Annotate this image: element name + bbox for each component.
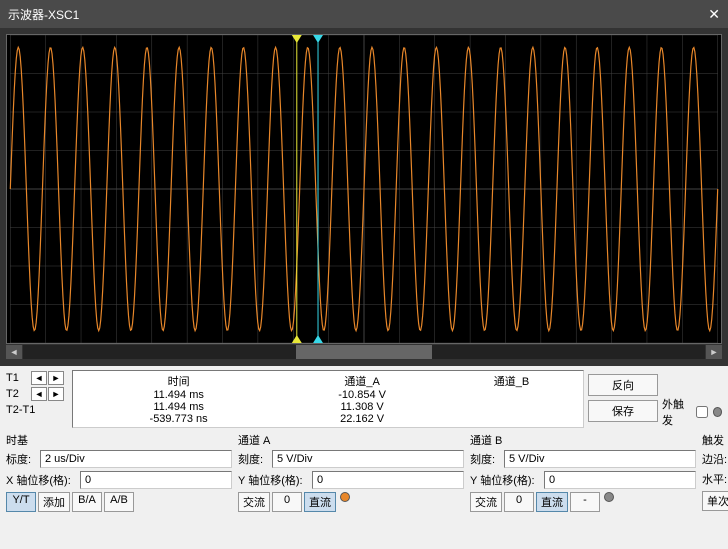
chb-led-icon bbox=[604, 492, 614, 502]
cha-scale-input[interactable] bbox=[272, 450, 464, 468]
titlebar: 示波器-XSC1 ✕ bbox=[0, 0, 728, 28]
timebase-title: 时基 bbox=[6, 432, 232, 448]
scroll-right-icon[interactable]: ► bbox=[706, 345, 722, 359]
channel-b-section: 通道 B 刻度: Y 轴位移(格): 交流 0 直流 - bbox=[470, 432, 696, 512]
t2-right-button[interactable]: ► bbox=[48, 387, 64, 401]
trigger-title: 触发 bbox=[702, 432, 728, 448]
xpos-label: X 轴位移(格): bbox=[6, 472, 78, 488]
cursor-readout: 时间通道_A通道_B 11.494 ms-10.854 V 11.494 ms1… bbox=[72, 370, 584, 428]
header-time: 时间 bbox=[79, 373, 278, 389]
readout-cell: -10.854 V bbox=[278, 389, 446, 401]
edge-label: 边沿: bbox=[702, 451, 728, 467]
t2-label: T2 bbox=[6, 388, 30, 400]
chb-ac-button[interactable]: 交流 bbox=[470, 492, 502, 512]
cha-ypos-label: Y 轴位移(格): bbox=[238, 472, 310, 488]
window-title: 示波器-XSC1 bbox=[8, 6, 680, 23]
scrollbar-thumb[interactable] bbox=[296, 345, 432, 359]
cha-led-icon bbox=[340, 492, 350, 502]
horizontal-scrollbar[interactable]: ◄ ► bbox=[6, 344, 722, 360]
cha-scale-label: 刻度: bbox=[238, 451, 270, 467]
add-button[interactable]: 添加 bbox=[38, 492, 70, 512]
chb-scale-label: 刻度: bbox=[470, 451, 502, 467]
ext-trigger-led-icon bbox=[713, 407, 722, 417]
scroll-left-icon[interactable]: ◄ bbox=[6, 345, 22, 359]
scope-area: ◄ ► bbox=[0, 28, 728, 366]
chb-title: 通道 B bbox=[470, 432, 696, 448]
cha-zero-button[interactable]: 0 bbox=[272, 492, 302, 512]
ext-trigger-label: 外触发 bbox=[662, 396, 693, 428]
t2-left-button[interactable]: ◄ bbox=[31, 387, 47, 401]
close-icon[interactable]: ✕ bbox=[680, 6, 720, 23]
timebase-xpos-input[interactable] bbox=[80, 471, 232, 489]
chb-ypos-input[interactable] bbox=[544, 471, 696, 489]
t1-left-button[interactable]: ◄ bbox=[31, 371, 47, 385]
readout-cell bbox=[446, 401, 577, 413]
cursor-controls: T1◄► T2◄► T2-T1 bbox=[6, 370, 68, 418]
t1-label: T1 bbox=[6, 372, 30, 384]
mode-single-button[interactable]: 单次 bbox=[702, 491, 728, 511]
chb-dc-button[interactable]: 直流 bbox=[536, 492, 568, 512]
readout-cell bbox=[446, 413, 577, 425]
timebase-scale-input[interactable] bbox=[40, 450, 232, 468]
chb-ypos-label: Y 轴位移(格): bbox=[470, 472, 542, 488]
readout-cell: 22.162 V bbox=[278, 413, 446, 425]
chb-minus-button[interactable]: - bbox=[570, 492, 600, 512]
cha-title: 通道 A bbox=[238, 432, 464, 448]
yt-button[interactable]: Y/T bbox=[6, 492, 36, 512]
side-buttons: 反向 保存 bbox=[588, 370, 658, 422]
chb-scale-input[interactable] bbox=[504, 450, 696, 468]
channel-a-section: 通道 A 刻度: Y 轴位移(格): 交流 0 直流 bbox=[238, 432, 464, 512]
chb-zero-button[interactable]: 0 bbox=[504, 492, 534, 512]
ab-button[interactable]: A/B bbox=[104, 492, 134, 512]
scrollbar-track[interactable] bbox=[23, 345, 705, 359]
control-panel: T1◄► T2◄► T2-T1 时间通道_A通道_B 11.494 ms-10.… bbox=[0, 366, 728, 516]
t2t1-label: T2-T1 bbox=[6, 404, 46, 416]
readout-cell bbox=[446, 389, 577, 401]
oscilloscope-display[interactable] bbox=[6, 34, 722, 344]
level-label: 水平: bbox=[702, 471, 728, 487]
trigger-section: 触发 边沿: ↗ ↘ A B Ext 水平: V 单次 正常 自动 无 bbox=[702, 432, 728, 512]
readout-cell: 11.494 ms bbox=[79, 389, 278, 401]
cha-ac-button[interactable]: 交流 bbox=[238, 492, 270, 512]
header-cha: 通道_A bbox=[278, 373, 446, 389]
ext-trigger-checkbox[interactable] bbox=[696, 406, 708, 418]
cha-ypos-input[interactable] bbox=[312, 471, 464, 489]
readout-cell: 11.308 V bbox=[278, 401, 446, 413]
cha-dc-button[interactable]: 直流 bbox=[304, 492, 336, 512]
ba-button[interactable]: B/A bbox=[72, 492, 102, 512]
scale-label: 标度: bbox=[6, 451, 38, 467]
save-button[interactable]: 保存 bbox=[588, 400, 658, 422]
timebase-section: 时基 标度: X 轴位移(格): Y/T 添加 B/A A/B bbox=[6, 432, 232, 512]
readout-cell: -539.773 ns bbox=[79, 413, 278, 425]
header-chb: 通道_B bbox=[446, 373, 577, 389]
readout-cell: 11.494 ms bbox=[79, 401, 278, 413]
reverse-button[interactable]: 反向 bbox=[588, 374, 658, 396]
t1-right-button[interactable]: ► bbox=[48, 371, 64, 385]
ext-trigger-group: 外触发 bbox=[662, 370, 722, 428]
